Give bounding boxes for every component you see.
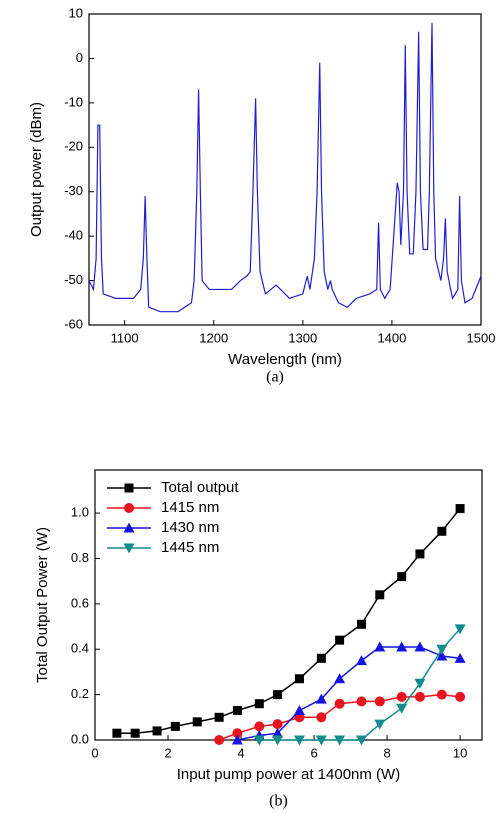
marker	[294, 674, 304, 684]
x-tick-label: 1100	[111, 330, 139, 345]
marker	[334, 735, 346, 746]
marker	[315, 735, 327, 746]
y-tick-label: -60	[64, 316, 83, 331]
y-axis-title: Output power (dBm)	[28, 102, 45, 237]
y-tick-label: 0.4	[71, 641, 89, 656]
y-tick-label: -50	[64, 272, 83, 287]
x-tick-label: 10	[453, 745, 467, 760]
marker	[123, 522, 135, 533]
y-tick-label: -10	[64, 94, 83, 109]
marker	[334, 673, 346, 684]
marker	[396, 703, 408, 714]
y-tick-label: 0.0	[71, 731, 89, 746]
marker	[396, 641, 408, 652]
marker	[374, 641, 386, 652]
marker	[272, 719, 283, 730]
marker	[316, 653, 326, 663]
legend-label: 1430 nm	[161, 519, 219, 536]
marker	[293, 735, 305, 746]
marker	[254, 721, 265, 732]
x-tick-label: 4	[237, 745, 244, 760]
marker	[356, 655, 368, 666]
marker	[375, 590, 385, 600]
marker	[123, 543, 135, 554]
marker	[374, 719, 386, 730]
marker	[254, 699, 264, 709]
marker	[415, 549, 425, 559]
legend-label: Total output	[161, 479, 239, 496]
marker	[273, 690, 283, 700]
x-tick-label: 0	[91, 745, 98, 760]
marker	[253, 735, 265, 746]
series-line	[237, 646, 461, 741]
marker	[334, 698, 345, 709]
x-axis-title: Input pump power at 1400nm (W)	[177, 766, 400, 783]
marker	[130, 728, 140, 738]
x-axis-title: Wavelength (nm)	[228, 351, 342, 368]
x-tick-label: 1200	[199, 330, 228, 345]
y-tick-label: 1.0	[71, 505, 89, 520]
y-tick-label: 0.2	[71, 686, 89, 701]
marker	[231, 734, 243, 745]
marker	[152, 726, 162, 736]
marker	[232, 706, 242, 716]
marker	[124, 483, 134, 493]
marker	[272, 735, 284, 746]
marker	[357, 619, 367, 629]
marker	[112, 728, 122, 738]
marker	[436, 650, 448, 661]
marker	[232, 728, 243, 739]
y-tick-label: 0.6	[71, 595, 89, 610]
legend-label: 1415 nm	[161, 499, 219, 516]
y-tick-label: 0.8	[71, 550, 89, 565]
series-line	[259, 628, 461, 741]
marker	[455, 691, 466, 702]
marker	[436, 689, 447, 700]
marker	[455, 504, 465, 514]
series-line	[88, 22, 482, 313]
marker	[414, 678, 426, 689]
marker	[315, 693, 327, 704]
y-tick-label: -40	[64, 228, 83, 243]
marker	[170, 721, 180, 731]
marker	[192, 717, 202, 727]
marker	[454, 624, 466, 635]
caption: (a)	[266, 369, 284, 386]
plot-frame	[88, 13, 482, 326]
y-tick-label: 10	[69, 5, 83, 20]
marker	[356, 735, 368, 746]
x-tick-label: 2	[164, 745, 171, 760]
x-tick-label: 1400	[377, 330, 406, 345]
marker	[214, 735, 225, 745]
y-axis-title: Total Output Power (W)	[34, 527, 51, 683]
marker	[414, 641, 426, 652]
marker	[272, 727, 284, 738]
legend-label: 1445 nm	[161, 539, 219, 556]
marker	[374, 696, 385, 707]
marker	[454, 652, 466, 663]
marker	[437, 526, 447, 536]
marker	[124, 503, 134, 513]
marker	[335, 635, 345, 645]
marker	[356, 696, 367, 707]
marker	[414, 691, 425, 702]
marker	[316, 712, 327, 723]
x-tick-label: 1500	[467, 330, 496, 345]
marker	[396, 691, 407, 702]
marker	[293, 705, 305, 716]
y-tick-label: -30	[64, 183, 83, 198]
marker	[397, 572, 407, 582]
y-tick-label: -20	[64, 139, 83, 154]
y-tick-label: 0	[76, 50, 83, 65]
x-tick-label: 6	[310, 745, 317, 760]
marker	[436, 644, 448, 655]
x-tick-label: 1300	[288, 330, 317, 345]
caption: (b)	[269, 793, 288, 810]
x-tick-label: 8	[383, 745, 390, 760]
marker	[214, 712, 224, 722]
